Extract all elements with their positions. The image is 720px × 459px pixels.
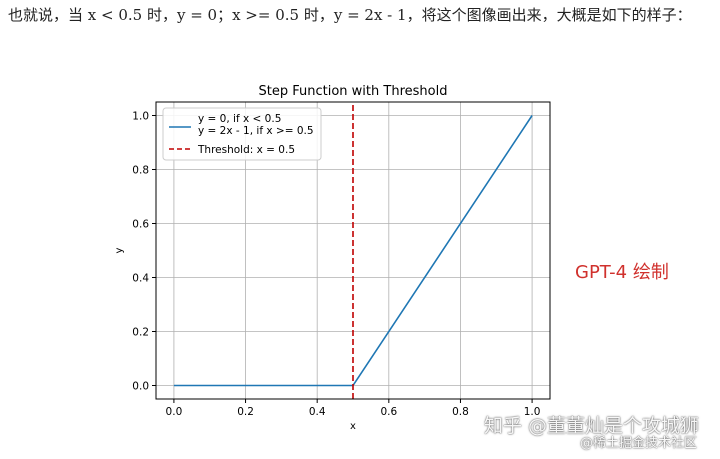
- y-tick-label: 0.2: [132, 327, 149, 339]
- gpt4-annotation: GPT-4 绘制: [575, 262, 669, 283]
- y-axis-label: y: [114, 247, 125, 253]
- chart-title: Step Function with Threshold: [259, 84, 448, 99]
- article-paragraph: 也就说，当 x < 0.5 时，y = 0；x >= 0.5 时，y = 2x …: [8, 6, 692, 24]
- y-tick-label: 1.0: [132, 111, 149, 123]
- x-tick-label: 0.2: [237, 406, 254, 418]
- y-tick-label: 0.6: [132, 219, 149, 231]
- y-tick-label: 0.8: [132, 165, 149, 177]
- y-tick-label: 0.4: [132, 273, 149, 285]
- legend-box: [162, 107, 322, 161]
- y-tick-label: 0.0: [132, 381, 149, 393]
- juejin-watermark: @稀土掘金技术社区: [580, 436, 698, 451]
- legend-label-threshold: Threshold: x = 0.5: [197, 144, 295, 156]
- x-tick-label: 0.0: [166, 406, 183, 418]
- legend-label-piecewise: y = 0, if x < 0.5: [198, 113, 281, 125]
- axes-frame: [155, 101, 551, 400]
- x-axis-label: x: [350, 421, 356, 432]
- x-tick-label: 1.0: [524, 406, 541, 418]
- x-tick-label: 0.8: [452, 406, 469, 418]
- legend-label-piecewise: y = 2x - 1, if x >= 0.5: [198, 125, 314, 137]
- x-tick-label: 0.4: [309, 406, 326, 418]
- x-tick-label: 0.6: [380, 406, 397, 418]
- zhihu-watermark: 知乎 @董董灿是个攻城狮: [484, 415, 700, 437]
